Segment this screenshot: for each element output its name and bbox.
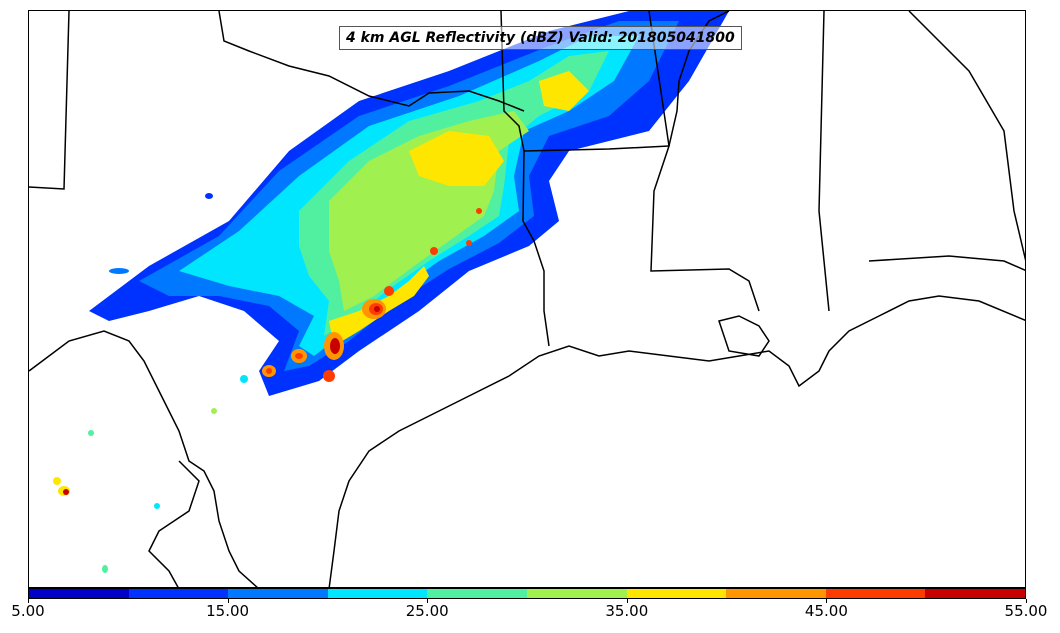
cell-c <box>88 430 94 436</box>
cell-h <box>109 268 129 274</box>
cell-b <box>53 477 61 485</box>
colorbar-segment-9 <box>925 589 1025 598</box>
border-mexico <box>148 460 200 587</box>
echo-band-40dbz-north <box>539 71 589 111</box>
state-line-la-ms <box>648 11 760 312</box>
colorbar-tick-label: 45.00 <box>804 602 848 620</box>
colorbar-tick-label: 25.00 <box>405 602 449 620</box>
colorbar-tick-label: 15.00 <box>206 602 250 620</box>
reflectivity-map <box>29 11 1025 587</box>
coastline-gulf <box>29 330 258 587</box>
colorbar-tick <box>626 599 628 603</box>
colorbar-tick-label: 35.00 <box>605 602 649 620</box>
colorbar-segment-4 <box>427 589 527 598</box>
core-7 <box>430 247 438 255</box>
colorbar-tick <box>28 599 29 603</box>
state-line-nm <box>29 11 70 190</box>
colorbar-segment-0 <box>29 589 129 598</box>
echo-band-40dbz <box>409 131 504 186</box>
cell-d <box>154 503 160 509</box>
state-line-tx-ar <box>500 11 550 347</box>
core-8 <box>466 240 472 246</box>
core-2-inner <box>330 338 340 354</box>
colorbar-tick <box>826 599 828 603</box>
colorbar-segment-6 <box>626 589 727 598</box>
colorbar-segment-1 <box>128 589 229 598</box>
state-line-al-ga <box>868 255 1025 271</box>
core-1-peak <box>374 306 380 312</box>
colorbar-tick <box>227 599 229 603</box>
cell-f <box>240 375 248 383</box>
colorbar-segment-8 <box>825 589 926 598</box>
colorbar-tick <box>427 599 429 603</box>
cell-a-core <box>63 489 69 495</box>
reflectivity-field <box>53 11 729 573</box>
cell-e <box>102 565 108 573</box>
core-6 <box>384 286 394 296</box>
colorbar-segment-2 <box>228 589 328 598</box>
colorbar-tick-label: 5.00 <box>11 602 45 620</box>
core-4-inner <box>266 368 272 374</box>
colorbar-tick-label: 55.00 <box>1004 602 1048 620</box>
state-line-ms-river <box>668 11 730 147</box>
coastline-texas <box>328 295 1025 587</box>
map-title: 4 km AGL Reflectivity (dBZ) Valid: 20180… <box>339 26 742 50</box>
boundaries <box>29 11 1025 587</box>
state-line-ar-la <box>523 145 670 152</box>
cell-i <box>205 193 213 199</box>
colorbar-segment-3 <box>327 589 428 598</box>
colorbar-tick <box>1026 599 1027 603</box>
core-3-inner <box>295 353 303 359</box>
colorbar-segment-5 <box>526 589 627 598</box>
state-line-tx-ok <box>218 11 525 112</box>
state-line-ms-al <box>818 11 830 312</box>
colorbar-segment-7 <box>726 589 826 598</box>
colorbar <box>28 588 1026 599</box>
state-line-al-ga-north <box>908 11 1025 261</box>
coastline-louisiana <box>718 315 770 357</box>
cell-g <box>211 408 217 414</box>
core-9 <box>476 208 482 214</box>
core-5 <box>323 370 335 382</box>
map-panel[interactable]: 4 km AGL Reflectivity (dBZ) Valid: 20180… <box>28 10 1026 588</box>
